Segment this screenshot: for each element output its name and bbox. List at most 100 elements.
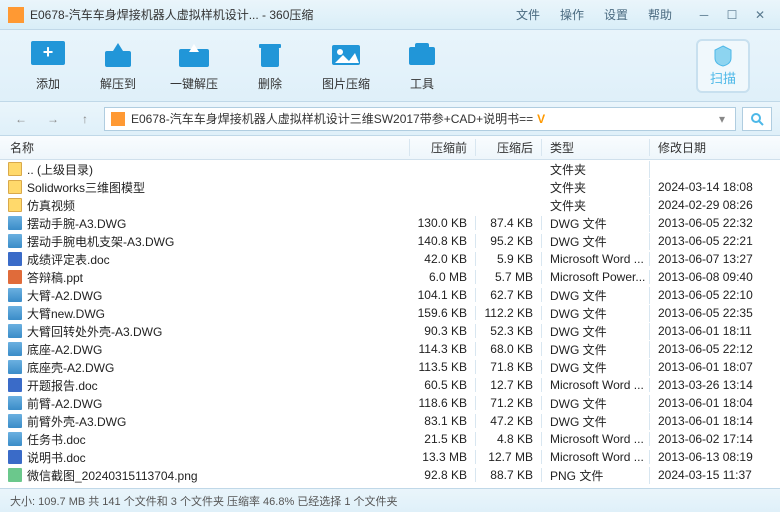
file-date: 2013-06-01 18:04 bbox=[650, 396, 780, 410]
file-name-text: 仿真视频 bbox=[27, 197, 75, 214]
delete-icon bbox=[252, 39, 288, 71]
file-row[interactable]: 底座-A2.DWG 114.3 KB 68.0 KB DWG 文件 2013-0… bbox=[0, 340, 780, 358]
file-row[interactable]: 成绩评定表.doc 42.0 KB 5.9 KB Microsoft Word … bbox=[0, 250, 780, 268]
file-type: DWG 文件 bbox=[542, 341, 650, 358]
file-date: 2013-03-26 13:14 bbox=[650, 378, 780, 392]
file-date: 2013-06-05 22:21 bbox=[650, 234, 780, 248]
file-date: 2013-06-05 22:32 bbox=[650, 216, 780, 230]
doc-icon bbox=[8, 450, 22, 464]
file-type: 文件夹 bbox=[542, 197, 650, 214]
file-date: 2013-06-05 22:12 bbox=[650, 342, 780, 356]
file-row[interactable]: .. (上级目录) 文件夹 bbox=[0, 160, 780, 178]
forward-button[interactable]: → bbox=[40, 107, 66, 131]
file-name-text: 大臂回转处外壳-A3.DWG bbox=[27, 323, 162, 340]
file-row[interactable]: 微信截图_20240315113704.png 92.8 KB 88.7 KB … bbox=[0, 466, 780, 484]
header-before[interactable]: 压缩前 bbox=[410, 139, 476, 156]
minimize-button[interactable]: ─ bbox=[692, 6, 716, 24]
file-type: DWG 文件 bbox=[542, 233, 650, 250]
scan-button[interactable]: 扫描 bbox=[696, 39, 750, 93]
tool-add[interactable]: + 添加 bbox=[30, 39, 66, 92]
file-date: 2013-06-05 22:10 bbox=[650, 288, 780, 302]
file-name-text: 成绩评定表.doc bbox=[27, 251, 110, 268]
file-row[interactable]: 底座壳-A2.DWG 113.5 KB 71.8 KB DWG 文件 2013-… bbox=[0, 358, 780, 376]
file-size-after: 62.7 KB bbox=[476, 288, 542, 302]
file-size-after: 5.7 MB bbox=[476, 270, 542, 284]
file-row[interactable]: 摆动手腕-A3.DWG 130.0 KB 87.4 KB DWG 文件 2013… bbox=[0, 214, 780, 232]
file-row[interactable]: 大臂new.DWG 159.6 KB 112.2 KB DWG 文件 2013-… bbox=[0, 304, 780, 322]
image-icon bbox=[328, 39, 364, 71]
header-after[interactable]: 压缩后 bbox=[476, 139, 542, 156]
file-row[interactable]: 前臂-A2.DWG 118.6 KB 71.2 KB DWG 文件 2013-0… bbox=[0, 394, 780, 412]
file-name-text: 大臂new.DWG bbox=[27, 305, 105, 322]
menu-file[interactable]: 文件 bbox=[516, 6, 540, 23]
window-title: E0678-汽车车身焊接机器人虚拟样机设计... - 360压缩 bbox=[30, 6, 506, 23]
file-row[interactable]: 大臂回转处外壳-A3.DWG 90.3 KB 52.3 KB DWG 文件 20… bbox=[0, 322, 780, 340]
file-size-after: 71.8 KB bbox=[476, 360, 542, 374]
file-size-before: 159.6 KB bbox=[410, 306, 476, 320]
dwg-icon bbox=[8, 306, 22, 320]
file-row[interactable]: 任务书.doc 21.5 KB 4.8 KB Microsoft Word ..… bbox=[0, 430, 780, 448]
file-row[interactable]: 摆动手腕电机支架-A3.DWG 140.8 KB 95.2 KB DWG 文件 … bbox=[0, 232, 780, 250]
file-list[interactable]: .. (上级目录) 文件夹 Solidworks三维图模型 文件夹 2024-0… bbox=[0, 160, 780, 488]
file-size-after: 12.7 MB bbox=[476, 450, 542, 464]
oneclick-icon bbox=[176, 39, 212, 71]
file-name-text: Solidworks三维图模型 bbox=[27, 179, 145, 196]
file-size-after: 5.9 KB bbox=[476, 252, 542, 266]
file-size-after: 71.2 KB bbox=[476, 396, 542, 410]
file-size-before: 104.1 KB bbox=[410, 288, 476, 302]
file-name-text: 答辩稿.ppt bbox=[27, 269, 83, 286]
address-dropdown[interactable]: ▾ bbox=[715, 112, 729, 126]
file-date: 2013-06-02 17:14 bbox=[650, 432, 780, 446]
folder-icon bbox=[8, 198, 22, 212]
close-button[interactable]: ✕ bbox=[748, 6, 772, 24]
file-type: Microsoft Word ... bbox=[542, 378, 650, 392]
file-type: DWG 文件 bbox=[542, 305, 650, 322]
file-row[interactable]: 仿真视频 文件夹 2024-02-29 08:26 bbox=[0, 196, 780, 214]
search-button[interactable] bbox=[742, 107, 772, 131]
menu-settings[interactable]: 设置 bbox=[604, 6, 628, 23]
tool-tools[interactable]: 工具 bbox=[404, 39, 440, 92]
file-row[interactable]: 大臂-A2.DWG 104.1 KB 62.7 KB DWG 文件 2013-0… bbox=[0, 286, 780, 304]
menu-operate[interactable]: 操作 bbox=[560, 6, 584, 23]
window-controls: ─ ☐ ✕ bbox=[692, 6, 772, 24]
tool-delete[interactable]: 删除 bbox=[252, 39, 288, 92]
file-size-before: 140.8 KB bbox=[410, 234, 476, 248]
file-size-before: 60.5 KB bbox=[410, 378, 476, 392]
menu-help[interactable]: 帮助 bbox=[648, 6, 672, 23]
file-type: Microsoft Word ... bbox=[542, 252, 650, 266]
file-size-after: 87.4 KB bbox=[476, 216, 542, 230]
maximize-button[interactable]: ☐ bbox=[720, 6, 744, 24]
navbar: ← → ↑ E0678-汽车车身焊接机器人虚拟样机设计三维SW2017带参+CA… bbox=[0, 102, 780, 136]
file-size-after: 112.2 KB bbox=[476, 306, 542, 320]
file-date: 2013-06-01 18:14 bbox=[650, 414, 780, 428]
back-button[interactable]: ← bbox=[8, 107, 34, 131]
up-button[interactable]: ↑ bbox=[72, 107, 98, 131]
file-row[interactable]: 说明书.doc 13.3 MB 12.7 MB Microsoft Word .… bbox=[0, 448, 780, 466]
file-size-after: 95.2 KB bbox=[476, 234, 542, 248]
file-size-before: 92.8 KB bbox=[410, 468, 476, 482]
header-name[interactable]: 名称 bbox=[0, 139, 410, 156]
file-type: Microsoft Word ... bbox=[542, 432, 650, 446]
dwg-icon bbox=[8, 414, 22, 428]
dwg-icon bbox=[8, 396, 22, 410]
file-type: DWG 文件 bbox=[542, 395, 650, 412]
dwg-icon bbox=[8, 324, 22, 338]
file-row[interactable]: 开题报告.doc 60.5 KB 12.7 KB Microsoft Word … bbox=[0, 376, 780, 394]
dwg-icon bbox=[8, 216, 22, 230]
dwg-icon bbox=[8, 360, 22, 374]
file-size-before: 83.1 KB bbox=[410, 414, 476, 428]
file-row[interactable]: 答辩稿.ppt 6.0 MB 5.7 MB Microsoft Power...… bbox=[0, 268, 780, 286]
file-name-text: 任务书.doc bbox=[27, 431, 86, 448]
file-size-after: 52.3 KB bbox=[476, 324, 542, 338]
tool-image[interactable]: 图片压缩 bbox=[322, 39, 370, 92]
file-size-before: 130.0 KB bbox=[410, 216, 476, 230]
tool-oneclick[interactable]: 一键解压 bbox=[170, 39, 218, 92]
header-date[interactable]: 修改日期 bbox=[650, 139, 780, 156]
address-bar[interactable]: E0678-汽车车身焊接机器人虚拟样机设计三维SW2017带参+CAD+说明书=… bbox=[104, 107, 736, 131]
file-row[interactable]: Solidworks三维图模型 文件夹 2024-03-14 18:08 bbox=[0, 178, 780, 196]
file-name-text: 前臂外壳-A3.DWG bbox=[27, 413, 126, 430]
file-row[interactable]: 前臂外壳-A3.DWG 83.1 KB 47.2 KB DWG 文件 2013-… bbox=[0, 412, 780, 430]
header-type[interactable]: 类型 bbox=[542, 139, 650, 156]
dwg-icon bbox=[8, 234, 22, 248]
tool-extract[interactable]: 解压到 bbox=[100, 39, 136, 92]
